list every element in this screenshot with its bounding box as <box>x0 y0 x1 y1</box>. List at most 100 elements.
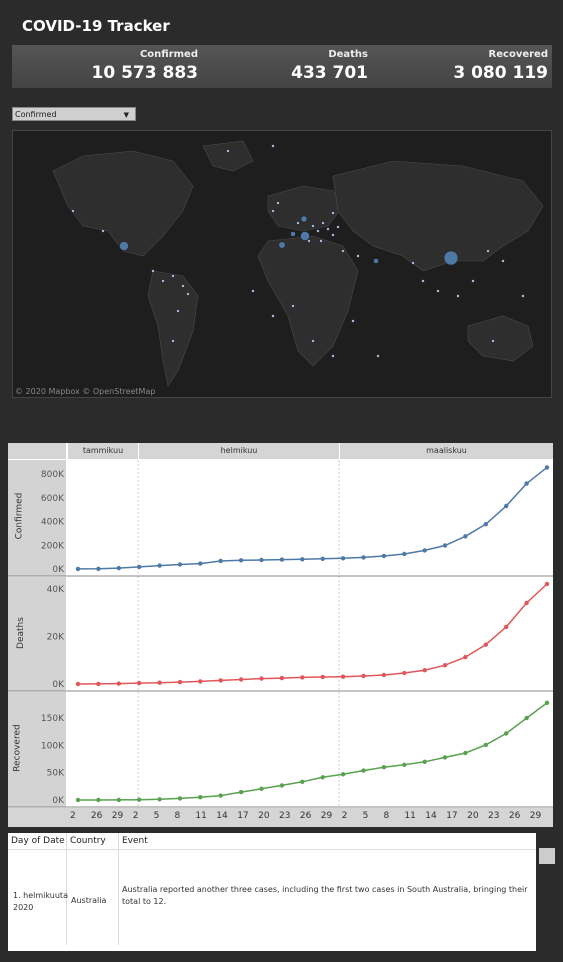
x-tick-label: 26 <box>508 811 521 821</box>
greenland-shape <box>202 140 254 172</box>
recovered-data-point[interactable] <box>218 793 223 798</box>
confirmed-data-point[interactable] <box>116 565 122 571</box>
deaths-data-point[interactable] <box>320 674 325 680</box>
deaths-data-point[interactable] <box>524 600 529 606</box>
recovered-data-point[interactable] <box>402 762 407 767</box>
deaths-data-point[interactable] <box>238 677 244 682</box>
confirmed-data-point[interactable] <box>96 566 101 571</box>
confirmed-data-point[interactable] <box>177 562 183 567</box>
confirmed-data-point[interactable] <box>361 555 366 560</box>
north-america-shape <box>52 150 194 257</box>
recovered-data-point[interactable] <box>524 715 529 721</box>
recovered-data-point[interactable] <box>75 797 81 803</box>
deaths-data-point[interactable] <box>483 642 488 647</box>
deaths-data-point[interactable] <box>157 680 162 685</box>
deaths-data-point[interactable] <box>116 681 122 686</box>
table-scrollbar[interactable] <box>539 848 555 864</box>
recovered-data-point[interactable] <box>422 759 427 764</box>
recovered-data-point[interactable] <box>544 700 550 705</box>
confirmed-data-point[interactable] <box>402 551 407 557</box>
deaths-data-point[interactable] <box>177 679 183 685</box>
recovered-data-point[interactable] <box>177 796 183 801</box>
confirmed-data-point[interactable] <box>137 564 142 570</box>
y-tick-label: 40K <box>47 585 65 595</box>
confirmed-data-point[interactable] <box>442 543 448 548</box>
deaths-data-point[interactable] <box>218 678 223 683</box>
europe-shape <box>267 185 344 232</box>
deaths-data-point[interactable] <box>361 673 366 679</box>
deaths-data-point[interactable] <box>544 581 550 587</box>
deaths-series-line[interactable] <box>77 583 548 685</box>
deaths-data-point[interactable] <box>300 675 305 680</box>
recovered-data-point[interactable] <box>96 797 101 803</box>
x-tick-label: 14 <box>216 811 228 821</box>
deaths-data-point[interactable] <box>340 674 346 679</box>
deaths-data-point[interactable] <box>75 681 81 687</box>
recovered-data-point[interactable] <box>238 789 244 795</box>
confirmed-data-point[interactable] <box>504 503 509 509</box>
confirmed-data-point[interactable] <box>422 548 427 553</box>
line-charts-svg[interactable]: 800K 600K 400K 200K 0K 40K 20K 0K 150K 100K 50K 0K <box>8 443 553 827</box>
confirmed-data-point[interactable] <box>381 553 387 559</box>
x-tick-label: 26 <box>299 811 312 821</box>
confirmed-data-point[interactable] <box>279 557 285 562</box>
confirmed-data-point[interactable] <box>340 556 346 561</box>
month-header-march: maaliskuu <box>340 443 553 459</box>
recovered-data-point[interactable] <box>198 795 203 800</box>
confirmed-data-point[interactable] <box>483 522 488 527</box>
deaths-data-point[interactable] <box>504 624 509 630</box>
recovered-data-point[interactable] <box>340 772 346 777</box>
recovered-data-point[interactable] <box>442 755 448 760</box>
metric-dropdown[interactable]: Confirmed ▼ <box>12 107 136 121</box>
x-tick-label: 14 <box>425 811 437 821</box>
confirmed-data-point[interactable] <box>238 558 244 563</box>
recovered-data-point[interactable] <box>157 797 162 802</box>
col-header-date[interactable]: Day of Date <box>8 833 67 849</box>
recovered-data-point[interactable] <box>300 779 305 784</box>
deaths-data-point[interactable] <box>442 663 448 668</box>
deaths-data-point[interactable] <box>198 679 203 684</box>
recovered-data-point[interactable] <box>116 797 122 803</box>
recovered-series-line[interactable] <box>78 702 548 801</box>
world-map[interactable]: © 2020 Mapbox © OpenStreetMap <box>12 130 552 398</box>
map-attribution[interactable]: © 2020 Mapbox © OpenStreetMap <box>15 387 156 396</box>
confirmed-data-point[interactable] <box>198 561 203 566</box>
deaths-data-point[interactable] <box>381 672 387 678</box>
deaths-data-point[interactable] <box>402 670 407 676</box>
deaths-data-point[interactable] <box>96 681 101 687</box>
deaths-data-point[interactable] <box>463 654 468 660</box>
dropdown-arrow-icon: ▼ <box>123 111 129 119</box>
recovered-data-point[interactable] <box>137 797 142 802</box>
map-canvas <box>52 140 544 387</box>
confirmed-data-point[interactable] <box>300 557 305 562</box>
y-tick-label: 400K <box>41 518 65 528</box>
deaths-data-point[interactable] <box>259 676 264 681</box>
confirmed-data-point[interactable] <box>524 481 529 486</box>
recovered-data-point[interactable] <box>504 731 509 736</box>
recovered-data-point[interactable] <box>259 786 264 791</box>
col-header-country[interactable]: Country <box>67 833 119 849</box>
recovered-data-point[interactable] <box>463 750 468 756</box>
confirmed-data-point[interactable] <box>463 534 468 539</box>
deaths-data-point[interactable] <box>279 675 285 681</box>
recovered-data-point[interactable] <box>483 742 488 748</box>
x-tick-label: 20 <box>258 811 270 821</box>
recovered-data-point[interactable] <box>279 783 285 788</box>
y-tick-label: 0K <box>52 796 65 806</box>
month-header-spacer <box>8 443 66 459</box>
confirmed-data-point[interactable] <box>320 556 325 561</box>
recovered-data-point[interactable] <box>320 775 325 780</box>
y-tick-label: 20K <box>47 632 65 642</box>
recovered-data-point[interactable] <box>381 765 387 770</box>
confirmed-data-point[interactable] <box>259 557 264 563</box>
deaths-data-point[interactable] <box>137 680 142 686</box>
confirmed-data-point[interactable] <box>75 566 81 572</box>
confirmed-series-line[interactable] <box>77 466 548 570</box>
col-header-event[interactable]: Event <box>122 836 148 846</box>
recovered-data-point[interactable] <box>361 768 366 773</box>
confirmed-data-point[interactable] <box>157 563 162 568</box>
confirmed-data-point[interactable] <box>544 465 550 470</box>
confirmed-data-point[interactable] <box>218 558 223 564</box>
case-markers <box>71 144 525 358</box>
deaths-data-point[interactable] <box>422 668 427 673</box>
